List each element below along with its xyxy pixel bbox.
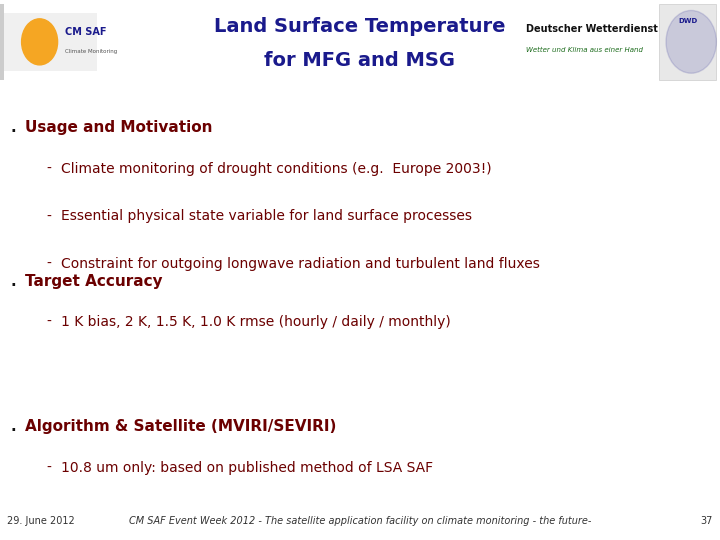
Bar [0,4,4,79]
Text: CM SAF: CM SAF [65,27,107,37]
Text: -: - [47,315,52,329]
Bar [4,12,97,71]
Text: Climate Monitoring: Climate Monitoring [65,49,117,55]
Text: Climate monitoring of drought conditions (e.g.  Europe 2003!): Climate monitoring of drought conditions… [61,161,492,176]
Text: 37: 37 [701,516,713,526]
Text: Essential physical state variable for land surface processes: Essential physical state variable for la… [61,210,472,224]
Text: for MFG and MSG: for MFG and MSG [264,51,456,70]
Text: Wetter und Klima aus einer Hand: Wetter und Klima aus einer Hand [526,47,643,53]
Text: Deutscher Wetterdienst: Deutscher Wetterdienst [526,24,657,35]
Text: -: - [47,461,52,475]
Text: Usage and Motivation: Usage and Motivation [25,120,212,135]
Text: 1 K bias, 2 K, 1.5 K, 1.0 K rmse (hourly / daily / monthly): 1 K bias, 2 K, 1.5 K, 1.0 K rmse (hourly… [61,315,451,329]
Ellipse shape [666,10,716,73]
Text: .: . [11,274,17,289]
Text: 10.8 um only: based on published method of LSA SAF: 10.8 um only: based on published method … [61,461,433,475]
Text: Target Accuracy: Target Accuracy [25,274,163,289]
Text: Algorithm & Satellite (MVIRI/SEVIRI): Algorithm & Satellite (MVIRI/SEVIRI) [25,419,336,434]
Text: 29. June 2012: 29. June 2012 [7,516,75,526]
Text: -: - [47,210,52,224]
Text: .: . [11,419,17,434]
Text: -: - [47,161,52,176]
Ellipse shape [22,19,58,65]
Text: CM SAF Event Week 2012 - The satellite application facility on climate monitorin: CM SAF Event Week 2012 - The satellite a… [129,516,591,526]
Text: .: . [11,120,17,135]
Bar [659,4,716,79]
Text: DWD: DWD [678,18,697,24]
Text: Constraint for outgoing longwave radiation and turbulent land fluxes: Constraint for outgoing longwave radiati… [61,257,540,271]
Text: -: - [47,257,52,271]
Text: Land Surface Temperature: Land Surface Temperature [215,17,505,36]
